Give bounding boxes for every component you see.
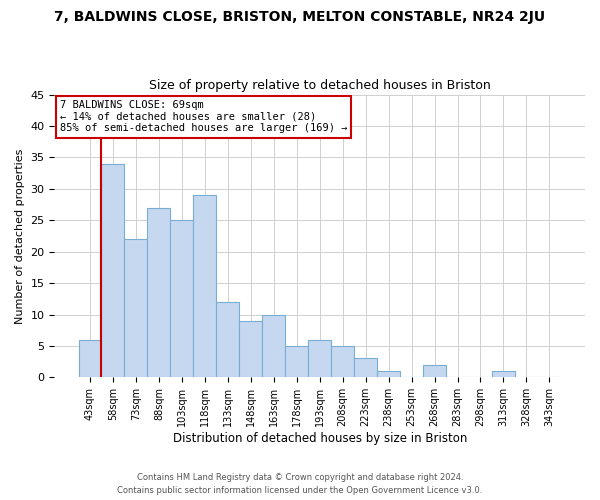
- Bar: [308, 340, 331, 378]
- Bar: [492, 371, 515, 378]
- Text: Contains HM Land Registry data © Crown copyright and database right 2024.
Contai: Contains HM Land Registry data © Crown c…: [118, 474, 482, 495]
- Title: Size of property relative to detached houses in Briston: Size of property relative to detached ho…: [149, 79, 491, 92]
- Bar: [148, 208, 170, 378]
- Bar: [239, 321, 262, 378]
- Text: 7 BALDWINS CLOSE: 69sqm
← 14% of detached houses are smaller (28)
85% of semi-de: 7 BALDWINS CLOSE: 69sqm ← 14% of detache…: [60, 100, 347, 134]
- Bar: [423, 365, 446, 378]
- X-axis label: Distribution of detached houses by size in Briston: Distribution of detached houses by size …: [173, 432, 467, 445]
- Bar: [101, 164, 124, 378]
- Bar: [354, 358, 377, 378]
- Bar: [377, 371, 400, 378]
- Bar: [170, 220, 193, 378]
- Bar: [124, 239, 148, 378]
- Bar: [193, 195, 217, 378]
- Bar: [217, 302, 239, 378]
- Bar: [331, 346, 354, 378]
- Bar: [285, 346, 308, 378]
- Text: 7, BALDWINS CLOSE, BRISTON, MELTON CONSTABLE, NR24 2JU: 7, BALDWINS CLOSE, BRISTON, MELTON CONST…: [55, 10, 545, 24]
- Bar: [79, 340, 101, 378]
- Bar: [262, 314, 285, 378]
- Y-axis label: Number of detached properties: Number of detached properties: [15, 148, 25, 324]
